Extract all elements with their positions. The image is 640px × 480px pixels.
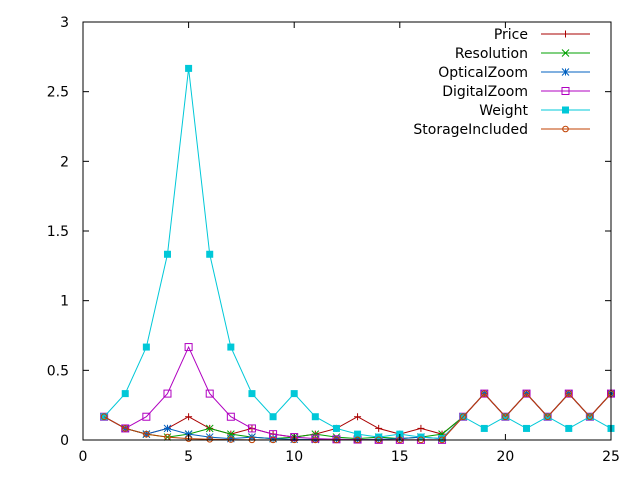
legend-marker (561, 87, 570, 95)
data-point-storageincluded (502, 413, 509, 421)
data-point-weight (163, 250, 171, 258)
data-point-digitalzoom (290, 433, 299, 442)
data-point-digitalzoom (480, 389, 489, 398)
legend-marker (562, 106, 569, 114)
data-point-price (375, 424, 383, 432)
data-point-weight (438, 435, 446, 443)
data-point-storageincluded (586, 413, 594, 421)
data-point-price (354, 413, 362, 421)
data-point-digitalzoom (226, 412, 235, 421)
axes: 0 5 10 15 20 25 0 0.5 1 1.5 2 2.5 3 (47, 15, 620, 465)
data-point-price (185, 413, 193, 421)
data-point-digitalzoom (247, 424, 256, 433)
series-weight (100, 64, 615, 443)
legend-entry-opticalzoom: OpticalZoom (438, 65, 590, 81)
legend-marker (561, 68, 570, 76)
data-point-opticalzoom (226, 434, 235, 443)
data-point-weight (248, 390, 256, 398)
data-point-weight (121, 390, 129, 398)
legend-label: OpticalZoom (438, 65, 528, 81)
data-point-digitalzoom (163, 389, 172, 398)
legend-marker (561, 49, 570, 57)
legend-label: Weight (479, 103, 528, 119)
data-point-digitalzoom (184, 343, 193, 352)
data-point-price (417, 424, 425, 432)
legend-entry-resolution: Resolution (455, 46, 590, 62)
data-point-weight (185, 64, 193, 72)
legend-entry-weight: Weight (479, 103, 590, 119)
data-point-digitalzoom (121, 424, 130, 433)
data-point-digitalzoom (142, 412, 151, 421)
data-point-storageincluded (121, 425, 129, 432)
y-tick-label: 1 (60, 294, 69, 310)
data-point-resolution (205, 424, 214, 433)
data-point-weight (142, 343, 150, 351)
data-point-storageincluded (565, 390, 573, 397)
data-point-opticalzoom (205, 433, 214, 441)
x-tick-label: 25 (602, 449, 620, 465)
plot-frame (82, 21, 612, 441)
legend-marker (562, 30, 569, 38)
data-point-digitalzoom (564, 389, 573, 398)
data-point-weight (480, 424, 488, 432)
x-tick-label: 5 (184, 449, 193, 465)
data-point-digitalzoom (269, 430, 278, 439)
data-point-storageincluded (523, 390, 530, 397)
data-point-weight (523, 424, 531, 432)
data-point-opticalzoom (269, 434, 277, 443)
legend-label: Resolution (455, 46, 528, 62)
y-tick-label: 0.5 (47, 363, 69, 379)
data-point-resolution (311, 430, 320, 439)
plot-marks (100, 64, 615, 444)
data-point-digitalzoom (205, 389, 214, 398)
legend-label: DigitalZoom (442, 84, 528, 100)
data-point-weight (290, 390, 298, 398)
legend-label: Price (494, 27, 528, 43)
data-point-opticalzoom (163, 424, 172, 433)
series-line-weight (103, 68, 612, 440)
legend-entry-price: Price (494, 27, 590, 43)
x-tick-label: 15 (391, 449, 409, 465)
x-tick-label: 10 (285, 449, 303, 465)
data-point-storageincluded (544, 413, 551, 421)
data-point-weight (565, 424, 573, 432)
legend-entry-digitalzoom: DigitalZoom (442, 84, 590, 100)
data-point-weight (311, 413, 319, 421)
data-point-weight (206, 250, 214, 258)
data-point-storageincluded (480, 390, 488, 397)
x-tick-label: 20 (496, 449, 514, 465)
legend-label: StorageIncluded (413, 122, 528, 138)
data-point-weight (269, 413, 277, 421)
series-line-digitalzoom (103, 345, 612, 441)
y-tick-label: 0 (60, 433, 69, 449)
data-point-digitalzoom (522, 389, 531, 398)
legend-marker (562, 125, 569, 133)
data-point-digitalzoom (311, 434, 320, 443)
legend-entry-storageincluded: StorageIncluded (413, 122, 590, 138)
data-point-storageincluded (206, 436, 214, 443)
data-point-weight (354, 430, 362, 438)
x-tick-label: 0 (79, 449, 88, 465)
y-tick-label: 3 (60, 15, 69, 31)
y-tick-label: 2.5 (47, 85, 69, 101)
data-point-storageincluded (100, 413, 108, 421)
data-point-storageincluded (459, 413, 467, 421)
data-point-weight (227, 343, 235, 351)
series-digitalzoom (100, 343, 615, 444)
y-tick-label: 1.5 (47, 224, 69, 240)
data-point-storageincluded (143, 430, 150, 438)
y-tick-label: 2 (60, 154, 69, 170)
data-point-weight (332, 424, 340, 432)
legend: Price Resolution OpticalZoom DigitalZoom Wei… (413, 27, 590, 138)
